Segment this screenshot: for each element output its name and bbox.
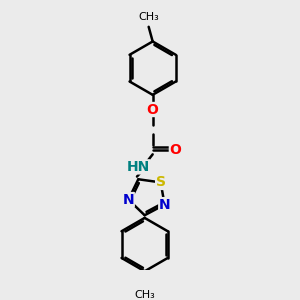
- Text: S: S: [156, 176, 166, 189]
- Text: O: O: [169, 142, 181, 157]
- Text: N: N: [159, 198, 170, 212]
- Text: O: O: [147, 103, 159, 116]
- Text: CH₃: CH₃: [138, 12, 159, 22]
- Text: N: N: [123, 193, 134, 207]
- Text: HN: HN: [126, 160, 150, 174]
- Text: CH₃: CH₃: [134, 290, 155, 300]
